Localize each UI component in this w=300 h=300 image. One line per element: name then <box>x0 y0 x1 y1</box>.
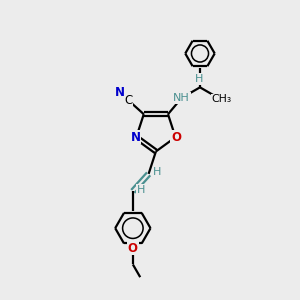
Text: CH₃: CH₃ <box>212 94 232 104</box>
Text: C: C <box>124 94 132 106</box>
Text: N: N <box>115 86 125 99</box>
Text: O: O <box>128 242 138 255</box>
Text: NH: NH <box>173 93 190 103</box>
Text: H: H <box>153 167 161 177</box>
Text: N: N <box>131 131 141 144</box>
Text: H: H <box>137 185 145 195</box>
Text: O: O <box>171 131 181 144</box>
Text: H: H <box>195 74 203 84</box>
